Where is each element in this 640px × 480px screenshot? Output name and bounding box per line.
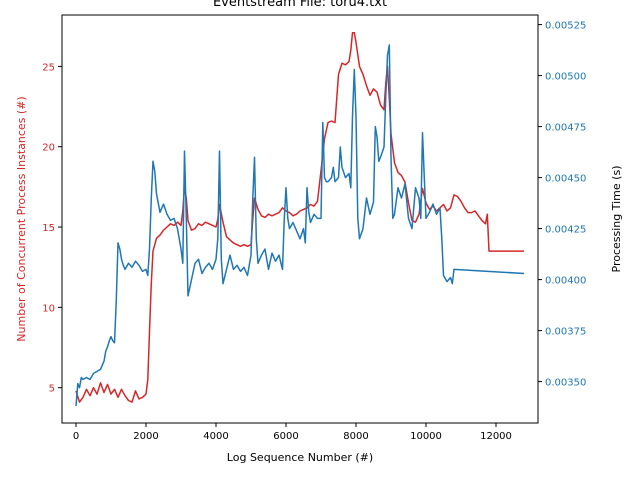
right-tick-label: 0.00375 [545,327,586,338]
series-layer [75,31,525,407]
x-tick-label: 6000 [273,431,298,442]
x-tick-label: 8000 [343,431,368,442]
x-tick-label: 0 [73,431,79,442]
left-axis-label: Number of Concurrent Process Instances (… [15,96,28,341]
left-tick-label: 15 [42,223,55,234]
x-tick-label: 2000 [133,431,158,442]
right-axis-ticks: 0.00350 0.00375 0.00400 0.00425 0.00450 0.004… [538,21,586,389]
x-axis-label: Log Sequence Number (#) [227,451,373,464]
concurrent-instances-line [75,31,524,403]
left-axis-ticks: 5 10 15 20 25 [42,62,62,395]
plot-frame [61,14,539,424]
left-tick-label: 5 [49,384,55,395]
processing-time-line [75,44,525,407]
left-tick-label: 10 [42,303,55,314]
x-tick-label: 4000 [203,431,228,442]
chart-title: Eventstream File: toru4.txt [213,0,387,10]
right-tick-label: 0.00400 [545,276,586,287]
left-tick-label: 25 [42,62,55,73]
right-tick-label: 0.00450 [545,174,586,185]
x-axis-ticks: 0 2000 4000 6000 8000 10000 12000 [73,423,512,442]
right-tick-label: 0.00475 [545,123,586,134]
right-tick-label: 0.00500 [545,72,586,83]
right-tick-label: 0.00350 [545,378,586,389]
right-tick-label: 0.00425 [545,225,586,236]
left-tick-label: 20 [42,143,55,154]
x-tick-label: 10000 [410,431,442,442]
x-tick-label: 12000 [480,431,512,442]
right-tick-label: 0.00525 [545,21,586,32]
right-axis-label: Processing Time (s) [610,166,623,273]
